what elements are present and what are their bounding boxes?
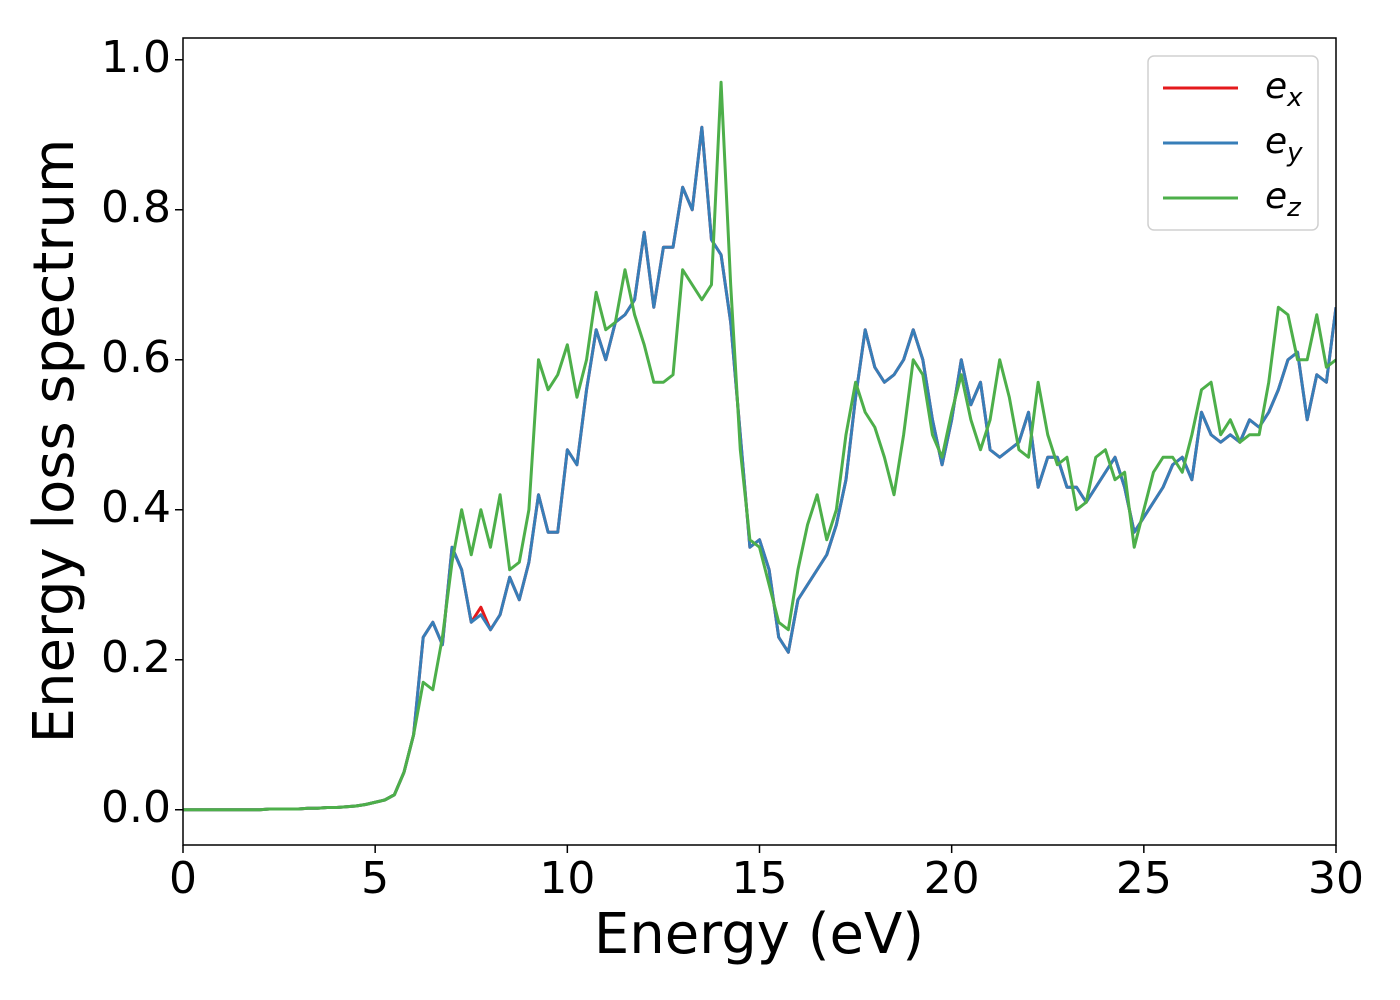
- y-axis-label: Energy loss spectrum: [22, 139, 87, 744]
- x-tick-label: 30: [1308, 853, 1364, 904]
- y-tick-label: 0.6: [101, 332, 171, 383]
- plot-frame: [182, 37, 1337, 846]
- y-tick-label: 1.0: [101, 32, 171, 83]
- y-tick-label: 0.4: [101, 482, 171, 533]
- x-axis-label: Energy (eV): [594, 902, 924, 967]
- series-line: [183, 80, 1336, 812]
- x-tick-label: 25: [1116, 853, 1172, 904]
- x-tick-label: 5: [361, 853, 389, 904]
- x-tick-label: 10: [539, 853, 595, 904]
- y-tick-label: 0.0: [101, 782, 171, 833]
- y-tick-label: 0.8: [101, 182, 171, 233]
- x-tick-label: 20: [924, 853, 980, 904]
- legend-label: ey: [1265, 121, 1303, 168]
- x-tick-label: 15: [732, 853, 788, 904]
- legend-label: ex: [1265, 66, 1303, 113]
- legend-label: ez: [1265, 176, 1302, 223]
- x-tick-label: 0: [169, 853, 197, 904]
- y-tick-label: 0.2: [101, 632, 171, 683]
